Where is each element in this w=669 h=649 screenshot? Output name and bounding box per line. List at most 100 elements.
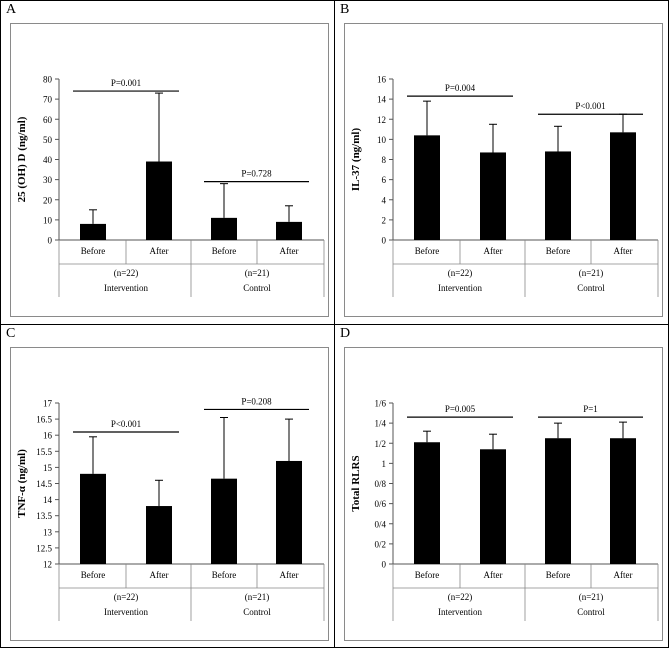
bar (480, 152, 506, 240)
group-name-label: Intervention (438, 607, 482, 617)
y-tick-label: 20 (43, 195, 53, 205)
y-tick-label: 10 (377, 135, 387, 145)
x-category-label: After (280, 570, 299, 580)
x-category-label: Before (415, 246, 440, 256)
x-category-label: Before (546, 570, 571, 580)
x-category-label: After (614, 246, 633, 256)
y-tick-label: 12 (43, 560, 52, 570)
y-tick-label: 1/4 (374, 419, 386, 429)
x-category-label: After (280, 246, 299, 256)
y-tick-label: 15 (43, 463, 53, 473)
x-category-label: Before (415, 570, 440, 580)
y-tick-label: 1/2 (374, 439, 386, 449)
x-category-label: After (484, 246, 503, 256)
y-tick-label: 0/4 (374, 519, 386, 529)
x-category-label: Before (81, 246, 106, 256)
panel-c: C 12 12.5 13 13.5 14 14.5 15 15.5 16 16.5 17 TNF-α … (0, 324, 335, 648)
bar (610, 438, 636, 564)
p-value-label: P=0.001 (111, 78, 141, 88)
bar (414, 135, 440, 240)
y-tick-label: 1 (382, 459, 387, 469)
y-tick-label: 17 (43, 399, 53, 409)
y-tick-label: 80 (43, 75, 53, 85)
bar (545, 438, 571, 564)
y-axis-title: IL-37 (ng/ml) (350, 128, 362, 192)
bar (610, 132, 636, 240)
y-tick-label: 1/6 (374, 399, 386, 409)
group-name-label: Intervention (104, 607, 148, 617)
y-tick-label: 16 (377, 75, 387, 85)
x-category-label: After (614, 570, 633, 580)
bar (545, 151, 571, 240)
y-tick-label: 15.5 (36, 447, 52, 457)
bar (480, 449, 506, 564)
bar-chart-b: 0 2 4 6 8 10 12 14 16 IL-37 (ng/ml) Before After Bef… (350, 75, 659, 297)
bar (146, 506, 172, 564)
p-value-label: P=0.005 (445, 404, 476, 414)
panel-a: A 0 10 20 30 40 50 60 70 80 25 (OH) D (ng/ml) Befo… (0, 0, 335, 325)
panel-d: D 0 0/2 0/4 0/6 0/8 1 1/2 1/4 1/6 Total RLRS Befor… (334, 324, 669, 648)
panel-b: B 0 2 4 6 8 10 12 14 16 IL-37 (ng/ml) Before After B… (334, 0, 669, 325)
y-tick-label: 0 (48, 236, 53, 246)
y-tick-label: 0/8 (374, 479, 386, 489)
p-value-label: P<0.001 (111, 419, 141, 429)
bar-chart-c: 12 12.5 13 13.5 14 14.5 15 15.5 16 16.5 17 TNF-α (n… (16, 396, 325, 621)
y-tick-label: 40 (43, 155, 53, 165)
group-name-label: Control (577, 283, 605, 293)
p-value-label: P<0.001 (575, 101, 605, 111)
group-name-label: Control (577, 607, 605, 617)
group-n-label: (n=21) (245, 268, 270, 278)
bar (276, 221, 302, 240)
y-axis-title: TNF-α (ng/ml) (16, 449, 28, 518)
y-tick-label: 50 (43, 135, 53, 145)
group-n-label: (n=21) (245, 592, 270, 602)
y-tick-label: 13.5 (36, 511, 52, 521)
x-category-label: After (484, 570, 503, 580)
p-value-label: P=1 (583, 404, 598, 414)
y-tick-label: 14 (43, 495, 53, 505)
y-tick-label: 0/6 (374, 499, 386, 509)
y-tick-label: 0/2 (374, 539, 386, 549)
y-tick-label: 6 (382, 175, 387, 185)
group-name-label: Intervention (104, 283, 148, 293)
panel-label: A (6, 2, 17, 17)
x-category-label: Before (212, 570, 237, 580)
y-tick-label: 12 (377, 115, 386, 125)
p-value-label: P=0.004 (445, 83, 476, 93)
y-tick-label: 14 (377, 95, 387, 105)
y-tick-label: 70 (43, 95, 53, 105)
panel-label: B (340, 2, 350, 17)
bar (414, 442, 440, 564)
group-n-label: (n=22) (448, 592, 473, 602)
y-tick-label: 16.5 (36, 415, 52, 425)
group-n-label: (n=21) (579, 268, 604, 278)
bar (80, 473, 106, 564)
x-category-label: After (150, 246, 169, 256)
x-category-label: Before (546, 246, 571, 256)
y-tick-label: 14.5 (36, 479, 52, 489)
plot-area (10, 347, 329, 641)
y-axis-title: 25 (OH) D (ng/ml) (16, 116, 28, 202)
y-tick-label: 2 (382, 215, 387, 225)
group-name-label: Control (243, 283, 271, 293)
bar (80, 223, 106, 240)
y-tick-label: 10 (43, 215, 53, 225)
y-axis-title: Total RLRS (350, 455, 362, 511)
group-n-label: (n=22) (114, 268, 139, 278)
group-name-label: Intervention (438, 283, 482, 293)
y-tick-label: 30 (43, 175, 53, 185)
panel-label: D (340, 326, 351, 341)
y-tick-label: 16 (43, 431, 53, 441)
group-n-label: (n=22) (114, 592, 139, 602)
y-tick-label: 0 (382, 560, 387, 570)
panel-label: C (6, 326, 16, 341)
group-name-label: Control (243, 607, 271, 617)
p-value-label: P=0.728 (241, 169, 272, 179)
bar (276, 460, 302, 564)
x-category-label: Before (81, 570, 106, 580)
y-tick-label: 60 (43, 115, 53, 125)
group-n-label: (n=22) (448, 268, 473, 278)
group-n-label: (n=21) (579, 592, 604, 602)
y-tick-label: 13 (43, 527, 53, 537)
x-category-label: Before (212, 246, 237, 256)
